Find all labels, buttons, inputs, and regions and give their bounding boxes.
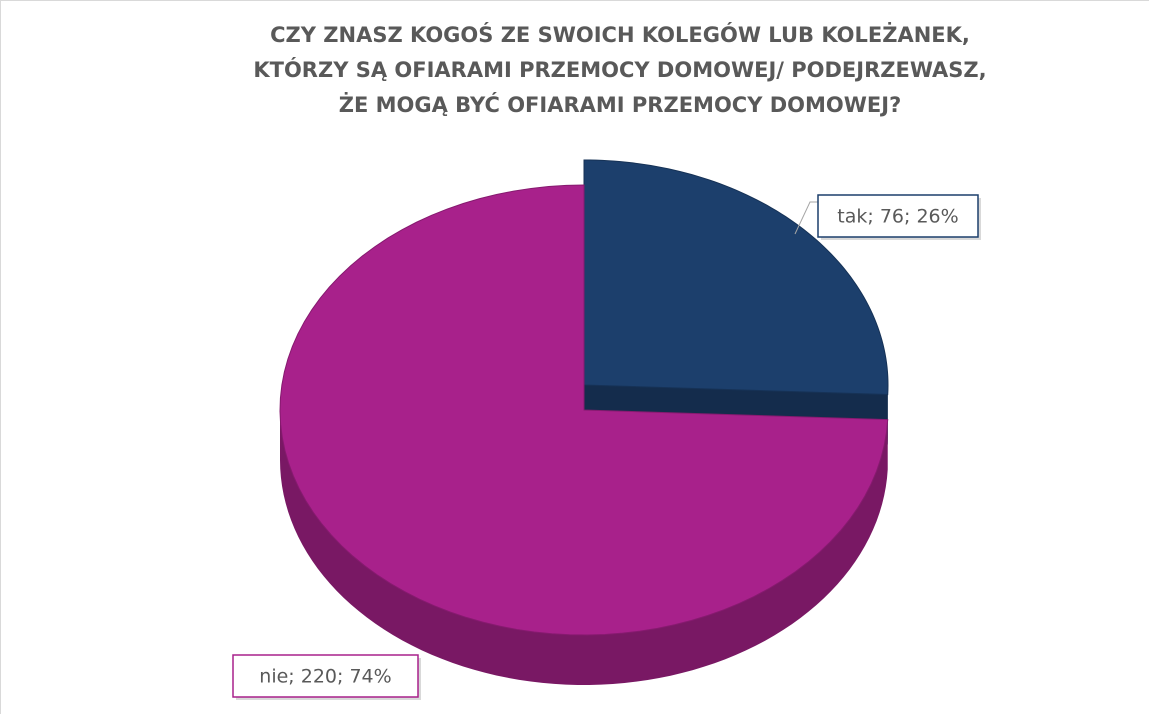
pie-slice xyxy=(583,159,889,396)
leader-line xyxy=(794,201,818,235)
chart-title: KTÓRZY SĄ OFIARAMI PRZEMOCY DOMOWEJ/ POD… xyxy=(253,57,986,82)
label-box xyxy=(232,654,419,698)
label-box xyxy=(817,194,979,238)
pie-side xyxy=(280,410,888,685)
chart-title: CZY ZNASZ KOGOŚ ZE SWOICH KOLEGÓW LUB KO… xyxy=(270,22,970,47)
pie-slice xyxy=(279,184,889,636)
chart-title: ŻE MOGĄ BYĆ OFIARAMI PRZEMOCY DOMOWEJ? xyxy=(339,92,902,117)
data-label: nie; 220; 74% xyxy=(259,666,391,688)
data-label: tak; 76; 26% xyxy=(837,206,958,228)
